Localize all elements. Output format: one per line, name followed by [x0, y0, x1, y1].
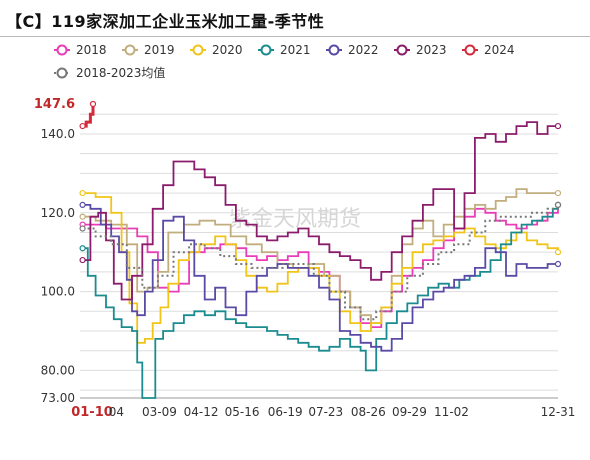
- legend-swatch-marker: [328, 44, 340, 56]
- series-line-2020: [82, 192, 559, 344]
- series-marker-2022: [554, 260, 562, 268]
- y-tick-label: 140.0: [41, 127, 75, 141]
- legend-swatch-marker: [124, 44, 136, 56]
- legend-swatch-marker: [260, 44, 272, 56]
- x-tick-label: 12-31: [541, 405, 576, 419]
- series-marker-2024: [79, 122, 86, 130]
- series-marker-avg: [79, 225, 86, 232]
- series-line-2023: [82, 121, 558, 301]
- series-line-2022: [82, 204, 558, 352]
- y-tick-label: 73.00: [41, 391, 75, 405]
- series-line-avg: [82, 204, 559, 321]
- x-tick-label: 05-16: [225, 405, 260, 419]
- legend-item-avg[interactable]: 2018-2023均值: [54, 65, 165, 80]
- x-tick-label: 09-29: [392, 405, 427, 419]
- legend-item-2020[interactable]: 2020: [190, 43, 243, 57]
- x-tick-label: 04-12: [184, 405, 219, 419]
- y-tick-label: 80.00: [41, 363, 75, 377]
- series-marker-2020: [79, 189, 86, 197]
- chart-title: 【C】119家深加工企业玉米加工量-季节性: [6, 12, 325, 31]
- series-marker-2022: [79, 201, 86, 208]
- series-marker-2024: [89, 100, 97, 108]
- legend-swatch-marker: [192, 44, 204, 56]
- watermark: 紫金天风期货: [229, 207, 361, 232]
- legend-label: 2020: [212, 43, 243, 57]
- legend: 2018 2019 2020 2021 2022 2023 2024 2018-2023均值: [54, 43, 515, 80]
- legend-label: 2022: [348, 43, 379, 57]
- legend-swatch-marker: [56, 67, 68, 79]
- x-tick-label: 06-19: [268, 405, 303, 419]
- y-tick-label: 147.6: [34, 97, 75, 112]
- title-divider: [0, 36, 590, 37]
- legend-label: 2021: [280, 43, 311, 57]
- legend-item-2023[interactable]: 2023: [394, 43, 447, 57]
- series-marker-2020: [554, 249, 562, 256]
- legend-label: 2019: [144, 43, 175, 57]
- legend-item-2022[interactable]: 2022: [326, 43, 379, 57]
- x-tick-label: 11-02: [434, 405, 469, 419]
- legend-label: 2018-2023均值: [76, 65, 165, 80]
- legend-item-2018[interactable]: 2018: [54, 43, 107, 57]
- series-line-2021: [82, 204, 559, 399]
- legend-label: 2018: [76, 43, 107, 57]
- y-tick-label: 120.0: [41, 206, 75, 220]
- x-tick-label: 08-26: [351, 405, 386, 419]
- series-marker-2019: [554, 189, 562, 197]
- legend-swatch-marker: [396, 44, 408, 56]
- legend-item-2021[interactable]: 2021: [258, 43, 311, 57]
- legend-label: 2023: [416, 43, 447, 57]
- series-marker-2023: [79, 256, 86, 264]
- series-marker-2019: [79, 213, 86, 220]
- x-tick-label: 04: [109, 405, 124, 419]
- x-tick-label: 01-10: [71, 405, 113, 420]
- gridlines: [80, 113, 558, 391]
- legend-swatch-marker: [464, 44, 476, 56]
- x-tick-label: 07-23: [308, 405, 343, 419]
- series-marker-2023: [554, 122, 562, 130]
- series-marker-2021: [79, 245, 86, 252]
- series-line-2024: [82, 104, 95, 128]
- series-lines: [79, 100, 562, 399]
- series-marker-avg: [554, 201, 562, 208]
- legend-item-2019[interactable]: 2019: [122, 43, 175, 57]
- legend-swatch-marker: [56, 44, 68, 56]
- legend-item-2024[interactable]: 2024: [462, 43, 515, 57]
- x-tick-label: 03-09: [142, 405, 177, 419]
- legend-label: 2024: [484, 43, 515, 57]
- y-tick-label: 100.0: [41, 285, 75, 299]
- series-line-2019: [82, 188, 558, 324]
